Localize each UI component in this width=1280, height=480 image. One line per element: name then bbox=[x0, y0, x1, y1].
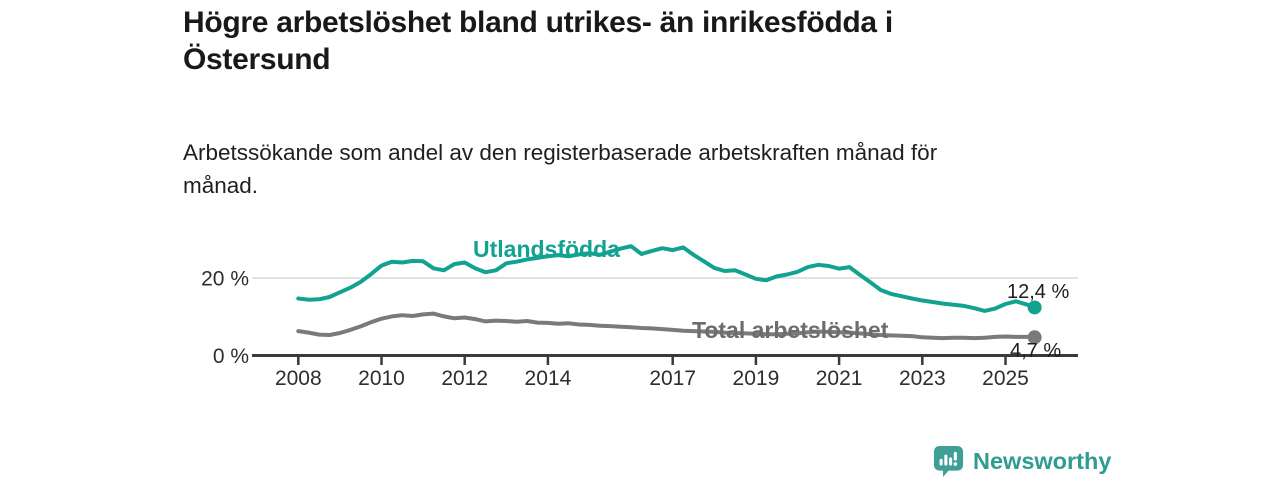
x-tick-label: 2023 bbox=[899, 367, 946, 390]
x-tick-label: 2010 bbox=[358, 367, 405, 390]
series-line-utlandsfodda bbox=[296, 244, 1037, 313]
x-tick-label: 2014 bbox=[525, 367, 572, 390]
end-value-label-utlandsfodda: 12,4 % bbox=[1007, 281, 1070, 303]
newsworthy-logo-text: Newsworthy bbox=[973, 448, 1112, 474]
series-line-total bbox=[296, 311, 1037, 341]
y-tick-label: 0 % bbox=[213, 345, 249, 368]
x-tick-label: 2025 bbox=[982, 367, 1029, 390]
newsworthy-logo-icon bbox=[933, 446, 964, 477]
chart-subtitle: Arbetssökande som andel av den registerb… bbox=[183, 140, 938, 198]
end-value-label-total: 4,7 % bbox=[1010, 340, 1062, 362]
series-label-utlandsfodda: Utlandsfödda bbox=[473, 236, 620, 262]
x-tick-label: 2008 bbox=[275, 367, 322, 390]
series-end-dot-total bbox=[1027, 330, 1042, 345]
series-label-total-arbetsloshet: Total arbetslöshet bbox=[692, 317, 889, 343]
x-tick-label: 2019 bbox=[733, 367, 780, 390]
page-title: Högre arbetslöshet bland utrikes- än inr… bbox=[183, 6, 893, 76]
series-end-dot-utlandsfodda bbox=[1027, 300, 1042, 315]
x-tick-label: 2021 bbox=[816, 367, 863, 390]
newsworthy-logo: Newsworthy bbox=[933, 445, 1111, 478]
x-tick-label: 2017 bbox=[649, 367, 696, 390]
x-tick-label: 2012 bbox=[441, 367, 488, 390]
y-tick-label: 20 % bbox=[201, 268, 249, 291]
